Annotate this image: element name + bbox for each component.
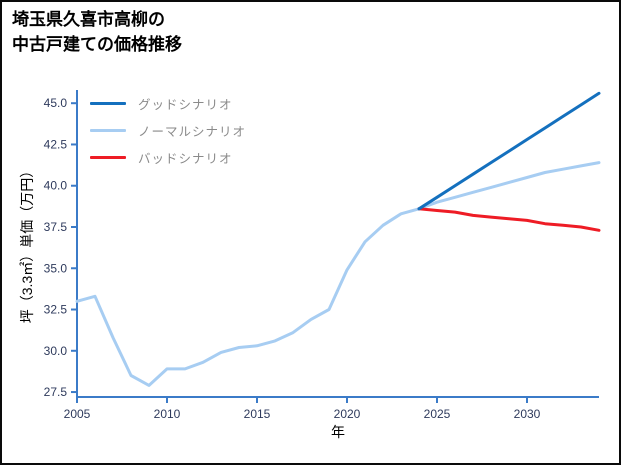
legend-label-good: グッドシナリオ [138, 97, 233, 112]
y-tick-label: 40.0 [44, 179, 68, 193]
normal-scenario-line [75, 161, 601, 387]
x-tick-label: 2030 [514, 407, 541, 421]
y-tick-label: 30.0 [44, 344, 68, 358]
good-scenario-line [417, 91, 601, 211]
y-tick-label: 32.5 [44, 303, 68, 317]
legend-item-normal: ノーマルシナリオ [90, 121, 246, 139]
legend-item-good: グッドシナリオ [90, 94, 246, 112]
y-tick-label: 45.0 [44, 96, 68, 110]
x-tick-label: 2020 [334, 407, 361, 421]
legend-label-bad: バッドシナリオ [138, 151, 233, 166]
page-title: 埼玉県久喜市高柳の 中古戸建ての価格推移 [12, 8, 182, 57]
y-tick-label: 35.0 [44, 261, 68, 275]
x-tick-label: 2010 [154, 407, 181, 421]
x-tick-label: 2025 [424, 407, 451, 421]
page-title-line1: 埼玉県久喜市高柳の [12, 10, 165, 29]
bad-scenario-line [417, 207, 601, 232]
legend-item-bad: バッドシナリオ [90, 148, 246, 166]
chart-legend: グッドシナリオ ノーマルシナリオ バッドシナリオ [90, 94, 246, 166]
normal-scenario-line-swatch [90, 128, 126, 132]
legend-label-normal: ノーマルシナリオ [138, 124, 247, 139]
x-tick-label: 2005 [64, 407, 91, 421]
y-tick-label: 42.5 [44, 137, 68, 151]
page-title-line2: 中古戸建ての価格推移 [12, 34, 182, 54]
x-tick-label: 2015 [244, 407, 271, 421]
good-scenario-line-swatch [90, 101, 126, 105]
x-axis-label: 年 [331, 424, 345, 440]
y-tick-label: 27.5 [44, 385, 68, 399]
y-tick-label: 37.5 [44, 220, 68, 234]
bad-scenario-line-swatch [90, 155, 126, 159]
y-axis-label: 坪（3.3㎡）単価（万円） [19, 164, 35, 323]
